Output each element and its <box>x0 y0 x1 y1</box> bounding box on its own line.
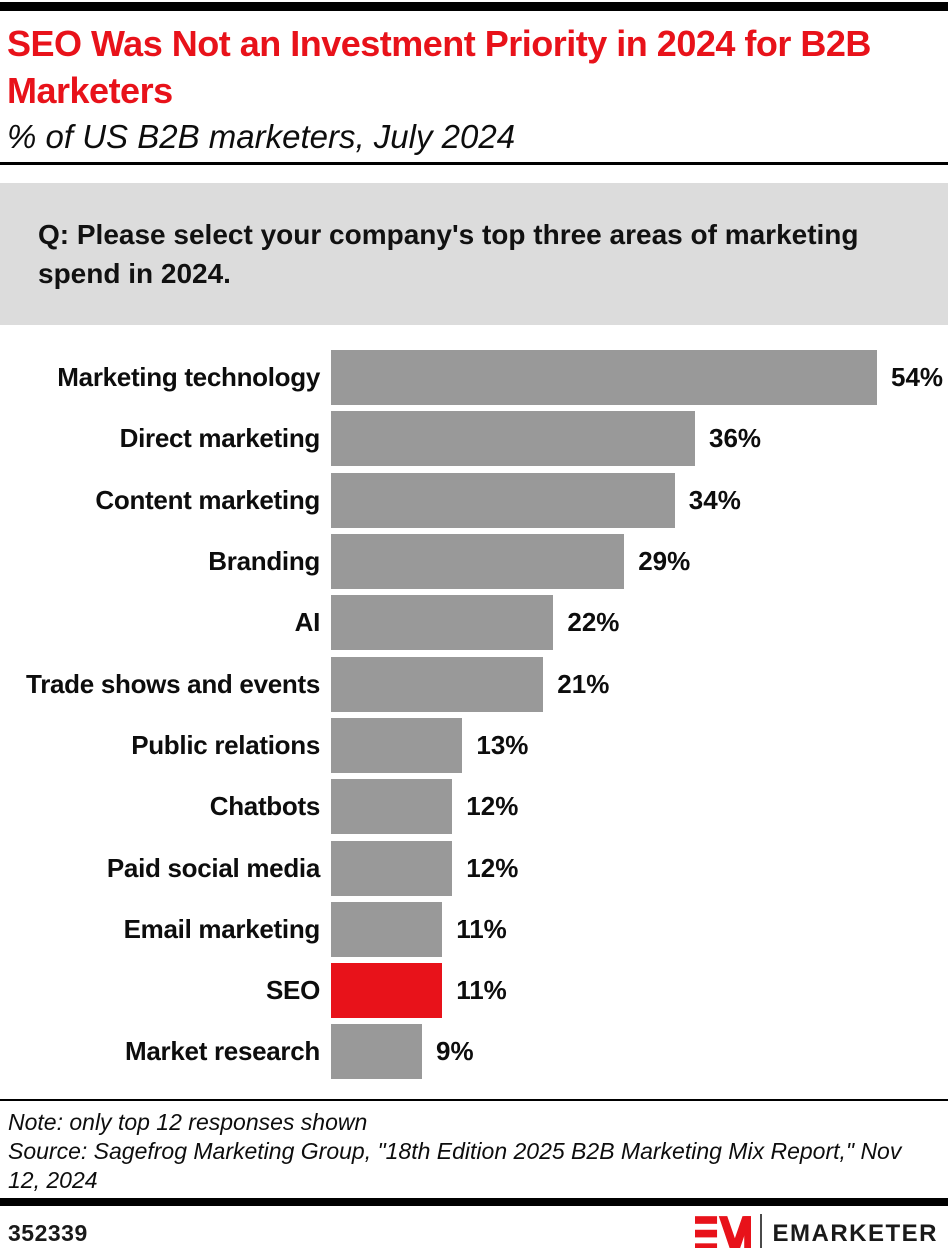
bar-label: Marketing technology <box>57 362 320 393</box>
bottom-border-bar <box>0 1197 948 1206</box>
bar-label: Market research <box>125 1036 320 1067</box>
page-title: SEO Was Not an Investment Priority in 20… <box>7 23 871 111</box>
chart-note: Note: only top 12 responses shown <box>8 1108 368 1135</box>
bar-area: 29% <box>331 534 948 590</box>
bar-label: AI <box>294 607 321 638</box>
bar-label: Branding <box>208 546 320 577</box>
chart-row: Marketing technology 54% <box>0 347 948 408</box>
em-logo-icon <box>695 1215 752 1248</box>
bar-value: 9% <box>436 1036 474 1067</box>
bar-value: 34% <box>688 484 741 515</box>
chart-row: Email marketing 11% <box>0 899 948 960</box>
emarketer-logo: EMARKETER <box>695 1213 938 1248</box>
bar <box>331 1024 422 1080</box>
bar-label: Content marketing <box>95 484 320 515</box>
chart-row: SEO 11% <box>0 960 948 1021</box>
bar-area: 34% <box>331 472 948 528</box>
emarketer-wordmark: EMARKETER <box>772 1219 938 1247</box>
bar-area: 13% <box>331 717 948 773</box>
bar-value: 36% <box>709 423 762 454</box>
chart-row: Content marketing 34% <box>0 470 948 531</box>
chart-row: Chatbots 12% <box>0 776 948 837</box>
bar-label: Trade shows and events <box>26 668 320 699</box>
bar-value: 54% <box>891 362 944 393</box>
bar <box>331 656 544 712</box>
bar-value: 11% <box>456 913 507 944</box>
bar-label: Public relations <box>131 729 320 760</box>
chart-row: Paid social media 12% <box>0 837 948 898</box>
chart-subtitle: % of US B2B marketers, July 2024 <box>7 118 516 155</box>
bar <box>331 411 695 467</box>
bar <box>331 840 453 896</box>
bar <box>331 717 463 773</box>
bar-label: SEO <box>265 975 320 1006</box>
bar <box>331 963 443 1019</box>
bar <box>331 901 443 957</box>
bar <box>331 350 877 406</box>
bar <box>331 472 675 528</box>
survey-question-text: Q: Please select your company's top thre… <box>38 219 859 289</box>
chart-row: Market research 9% <box>0 1021 948 1082</box>
bar-area: 11% <box>331 901 948 957</box>
chart-row: AI 22% <box>0 592 948 653</box>
chart-header: SEO Was Not an Investment Priority in 20… <box>0 11 948 156</box>
bar-area: 21% <box>331 656 948 712</box>
top-border-bar <box>0 2 948 11</box>
bar-value: 13% <box>476 729 529 760</box>
chart-id: 352339 <box>8 1220 88 1247</box>
bar-value: 12% <box>466 791 519 822</box>
logo-divider <box>760 1213 763 1248</box>
bar-area: 36% <box>331 411 948 467</box>
bar <box>331 534 625 590</box>
bar-area: 12% <box>331 779 948 835</box>
chart-source: Source: Sagefrog Marketing Group, "18th … <box>8 1137 902 1193</box>
notes-divider <box>0 1098 948 1101</box>
chart-row: Trade shows and events 21% <box>0 653 948 714</box>
header-divider <box>0 162 948 165</box>
bar-value: 21% <box>557 668 610 699</box>
bar-area: 9% <box>331 1024 948 1080</box>
bar-value: 22% <box>567 607 620 638</box>
bar-label: Email marketing <box>123 913 321 944</box>
bar-area: 54% <box>331 350 948 406</box>
bar <box>331 779 453 835</box>
chart-row: Direct marketing 36% <box>0 408 948 469</box>
chart-row: Branding 29% <box>0 531 948 592</box>
chart-row: Public relations 13% <box>0 715 948 776</box>
survey-question-box: Q: Please select your company's top thre… <box>0 183 948 325</box>
bar <box>331 595 554 651</box>
footnotes: Note: only top 12 responses shown Source… <box>0 1101 948 1195</box>
bar-value: 12% <box>466 852 519 883</box>
footer-row: 352339 EMARKETER <box>0 1206 948 1248</box>
bar-value: 29% <box>638 546 691 577</box>
bar-area: 22% <box>331 595 948 651</box>
bar-area: 12% <box>331 840 948 896</box>
bar-label: Chatbots <box>209 791 321 822</box>
bar-label: Paid social media <box>106 852 320 883</box>
horizontal-bar-chart: Marketing technology 54% Direct marketin… <box>0 347 948 1083</box>
bar-label: Direct marketing <box>119 423 321 454</box>
bar-value: 11% <box>456 975 507 1006</box>
bar-area: 11% <box>331 963 948 1019</box>
